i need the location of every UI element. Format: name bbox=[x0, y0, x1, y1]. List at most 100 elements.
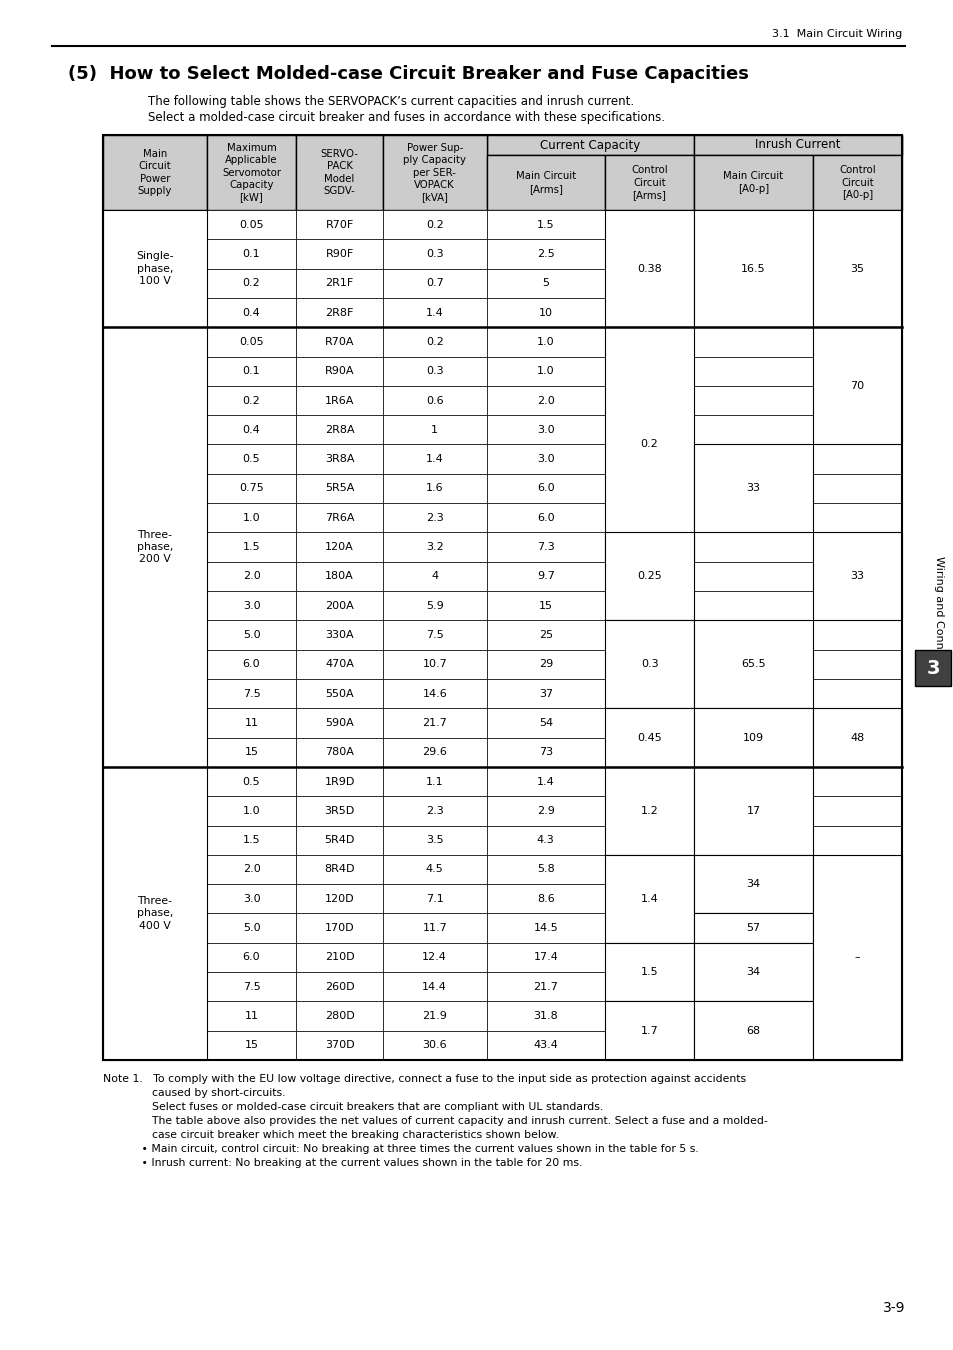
Bar bbox=[296, 767, 382, 796]
Text: • Inrush current: No breaking at the current values shown in the table for 20 ms: • Inrush current: No breaking at the cur… bbox=[103, 1158, 581, 1168]
Text: 3.0: 3.0 bbox=[242, 601, 260, 610]
Text: R70F: R70F bbox=[325, 220, 354, 230]
Bar bbox=[812, 767, 901, 796]
Text: 1.5: 1.5 bbox=[640, 967, 658, 977]
Bar bbox=[604, 914, 694, 942]
Bar bbox=[694, 914, 812, 942]
Bar bbox=[207, 298, 296, 327]
Bar bbox=[812, 972, 901, 1002]
Bar bbox=[296, 416, 382, 444]
Bar bbox=[486, 679, 604, 709]
Bar bbox=[382, 474, 486, 504]
Text: 1.0: 1.0 bbox=[537, 366, 554, 377]
Bar bbox=[694, 269, 812, 298]
Bar bbox=[812, 386, 901, 416]
Bar bbox=[296, 855, 382, 884]
Bar bbox=[486, 649, 604, 679]
Bar bbox=[486, 239, 604, 269]
Bar bbox=[694, 155, 812, 211]
Bar bbox=[103, 327, 207, 767]
Bar bbox=[207, 269, 296, 298]
Text: 29.6: 29.6 bbox=[422, 748, 447, 757]
Text: Select a molded-case circuit breaker and fuses in accordance with these specific: Select a molded-case circuit breaker and… bbox=[148, 111, 664, 123]
Bar bbox=[296, 239, 382, 269]
Text: 170D: 170D bbox=[324, 923, 354, 933]
Bar bbox=[296, 591, 382, 621]
Bar bbox=[812, 211, 901, 239]
Bar bbox=[207, 1002, 296, 1030]
Bar bbox=[694, 386, 812, 416]
Bar bbox=[103, 416, 207, 444]
Bar bbox=[812, 532, 901, 562]
Bar bbox=[103, 884, 207, 914]
Bar bbox=[812, 649, 901, 679]
Text: 54: 54 bbox=[538, 718, 552, 728]
Text: 1.5: 1.5 bbox=[242, 543, 260, 552]
Bar bbox=[812, 737, 901, 767]
Text: 2.0: 2.0 bbox=[242, 571, 260, 582]
Text: 590A: 590A bbox=[325, 718, 354, 728]
Text: • Main circuit, control circuit: No breaking at three times the current values s: • Main circuit, control circuit: No brea… bbox=[103, 1143, 698, 1154]
Text: 4: 4 bbox=[431, 571, 437, 582]
Bar bbox=[296, 327, 382, 356]
Text: 5.9: 5.9 bbox=[425, 601, 443, 610]
Bar bbox=[812, 1002, 901, 1030]
Text: 1R6A: 1R6A bbox=[325, 396, 354, 405]
Bar bbox=[812, 1030, 901, 1060]
Bar bbox=[812, 444, 901, 474]
Bar bbox=[604, 239, 694, 269]
Bar bbox=[207, 239, 296, 269]
Bar bbox=[486, 416, 604, 444]
Bar bbox=[296, 1030, 382, 1060]
Bar bbox=[812, 504, 901, 532]
Text: 3.0: 3.0 bbox=[242, 894, 260, 903]
Bar bbox=[103, 504, 207, 532]
Bar bbox=[207, 386, 296, 416]
Text: 0.2: 0.2 bbox=[425, 338, 443, 347]
Bar bbox=[604, 298, 694, 327]
Bar bbox=[103, 327, 207, 356]
Bar bbox=[486, 155, 604, 211]
Text: 2.0: 2.0 bbox=[242, 864, 260, 875]
Text: 0.5: 0.5 bbox=[242, 454, 260, 464]
Text: 1.7: 1.7 bbox=[640, 1026, 658, 1035]
Text: 43.4: 43.4 bbox=[533, 1041, 558, 1050]
Bar bbox=[486, 737, 604, 767]
Bar bbox=[694, 679, 812, 709]
Bar bbox=[604, 386, 694, 416]
Bar bbox=[207, 825, 296, 855]
Text: 14.6: 14.6 bbox=[422, 688, 447, 698]
Bar bbox=[604, 942, 694, 1002]
Text: 14.4: 14.4 bbox=[422, 981, 447, 992]
Text: 1.4: 1.4 bbox=[640, 894, 658, 903]
Text: 1.0: 1.0 bbox=[242, 806, 260, 815]
Bar bbox=[604, 884, 694, 914]
Bar bbox=[382, 135, 486, 211]
Bar bbox=[103, 474, 207, 504]
Bar bbox=[486, 591, 604, 621]
Bar bbox=[296, 649, 382, 679]
Bar bbox=[207, 796, 296, 825]
Text: Wiring and Connection: Wiring and Connection bbox=[933, 556, 943, 683]
Bar bbox=[694, 1002, 812, 1060]
Bar bbox=[604, 327, 694, 356]
Text: 29: 29 bbox=[538, 659, 553, 670]
Bar bbox=[486, 884, 604, 914]
Text: 70: 70 bbox=[849, 381, 863, 392]
Text: 25: 25 bbox=[538, 630, 552, 640]
Text: 3.0: 3.0 bbox=[537, 425, 554, 435]
Text: Main Circuit
[Arms]: Main Circuit [Arms] bbox=[516, 171, 576, 193]
Bar bbox=[103, 269, 207, 298]
Text: 200A: 200A bbox=[325, 601, 354, 610]
Text: 1: 1 bbox=[431, 425, 437, 435]
Text: 11: 11 bbox=[244, 1011, 258, 1021]
Bar bbox=[207, 855, 296, 884]
Bar bbox=[382, 884, 486, 914]
Bar bbox=[604, 211, 694, 327]
Bar bbox=[812, 532, 901, 621]
Text: 5.8: 5.8 bbox=[537, 864, 554, 875]
Bar bbox=[694, 767, 812, 796]
Bar bbox=[382, 386, 486, 416]
Text: 2R1F: 2R1F bbox=[325, 278, 354, 289]
Bar bbox=[604, 562, 694, 591]
